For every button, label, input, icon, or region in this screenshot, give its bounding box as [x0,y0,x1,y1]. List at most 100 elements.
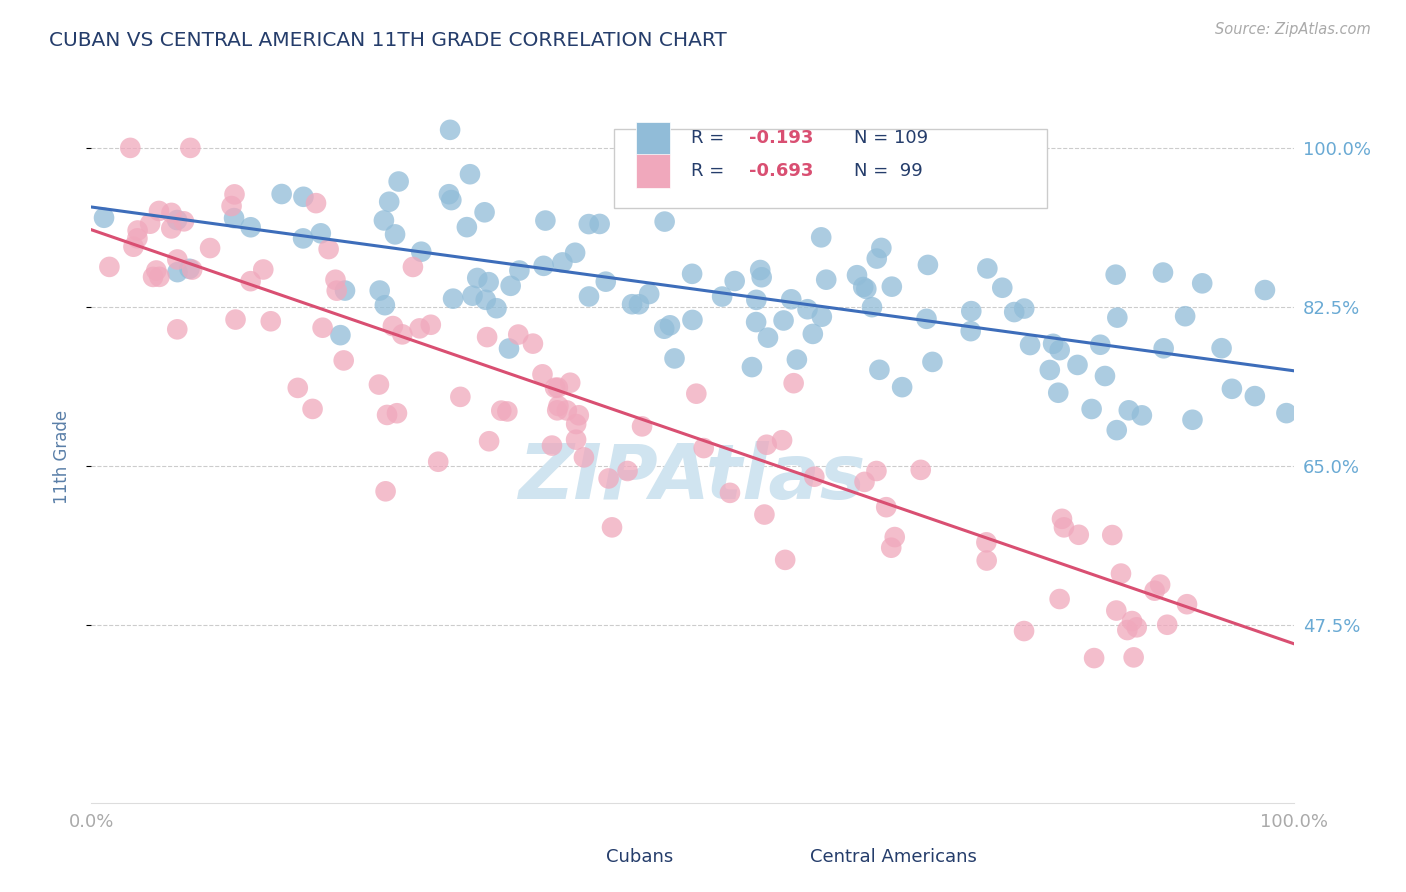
Point [508,327,530,342]
Point [681,313,703,327]
Point [870,241,893,255]
Point [166,322,188,336]
Point [142,269,165,284]
Point [402,260,425,274]
Point [120,141,142,155]
Point [1275,406,1298,420]
Point [976,535,998,549]
Point [1053,520,1076,534]
Bar [636,122,669,155]
Point [1116,623,1139,637]
Point [638,287,661,301]
Point [1049,343,1071,358]
Point [724,274,747,288]
Point [976,553,998,567]
Text: CUBAN VS CENTRAL AMERICAN 11TH GRADE CORRELATION CHART: CUBAN VS CENTRAL AMERICAN 11TH GRADE COR… [49,31,727,50]
Point [1049,592,1071,607]
Point [1039,363,1062,377]
Point [145,263,167,277]
Point [560,376,582,390]
Point [1130,409,1153,423]
Point [745,293,768,307]
Point [522,336,544,351]
Point [292,190,315,204]
Point [333,284,356,298]
Point [600,520,623,534]
Point [782,376,804,391]
Point [311,320,333,334]
Point [474,293,496,307]
Point [449,390,471,404]
Text: N = 109: N = 109 [853,129,928,147]
Point [1101,528,1123,542]
Point [815,273,838,287]
Bar [770,844,800,870]
Point [1174,309,1197,323]
Y-axis label: 11th Grade: 11th Grade [52,410,70,504]
Point [685,386,707,401]
Text: N =  99: N = 99 [853,162,922,180]
Point [475,330,498,344]
Point [458,167,481,181]
Point [166,252,188,267]
Point [329,328,352,343]
Point [225,312,247,326]
Point [122,240,145,254]
Point [378,194,401,209]
Point [148,269,170,284]
Point [780,293,803,307]
Point [474,205,496,219]
Point [631,419,654,434]
Point [588,217,610,231]
Point [866,252,889,266]
Point [773,553,796,567]
Point [388,175,411,189]
Point [578,289,600,303]
Point [664,351,686,366]
Text: -0.193: -0.193 [749,129,813,147]
Point [1105,423,1128,437]
Point [1143,583,1166,598]
Point [880,279,903,293]
Point [499,278,522,293]
Point [693,441,716,455]
Point [325,273,347,287]
Point [1125,620,1147,634]
Point [1191,277,1213,291]
Point [547,399,569,413]
Point [385,406,408,420]
Point [627,297,650,311]
Point [160,206,183,220]
Point [1002,305,1025,319]
Point [287,381,309,395]
Point [960,304,983,318]
Point [441,292,464,306]
Point [427,455,450,469]
Point [770,434,793,448]
Point [852,280,875,294]
Point [853,475,876,489]
Point [811,310,834,324]
Point [252,262,274,277]
Point [681,267,703,281]
Point [910,463,932,477]
Point [803,469,825,483]
Point [224,187,246,202]
Point [181,262,204,277]
Point [578,217,600,231]
Bar [567,844,596,870]
Point [860,300,883,314]
Point [1080,402,1102,417]
Point [652,322,675,336]
Point [1047,385,1070,400]
Point [1211,341,1233,355]
Text: R =: R = [692,129,730,147]
Point [991,281,1014,295]
Point [139,217,162,231]
Point [374,298,396,312]
Point [711,289,734,303]
Point [332,353,354,368]
Point [749,263,772,277]
Point [534,213,557,227]
Point [880,541,903,555]
